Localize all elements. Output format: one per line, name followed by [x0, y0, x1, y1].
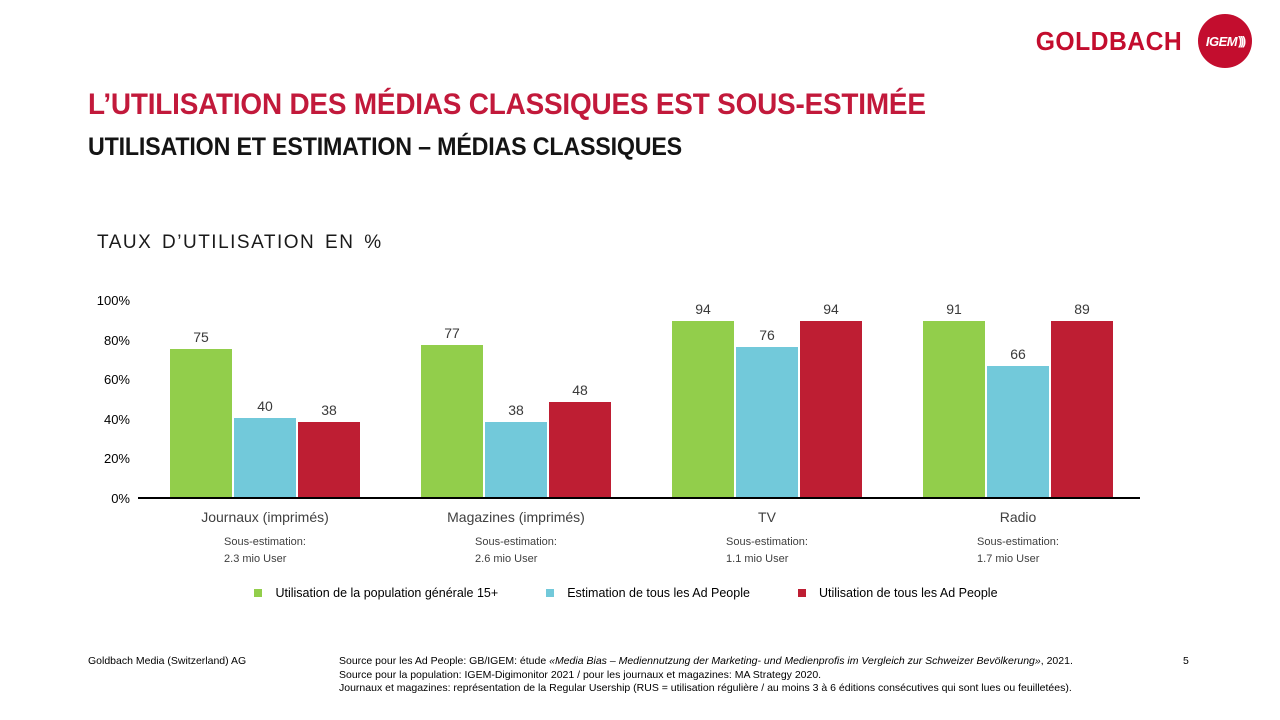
- bar-series-2-group-3: 76: [736, 301, 798, 497]
- bar-value-label: 48: [572, 381, 588, 398]
- bar: [170, 348, 232, 497]
- footer-company: Goldbach Media (Switzerland) AG: [88, 655, 247, 667]
- page-number: 5: [1183, 655, 1189, 667]
- bar-value-label: 40: [257, 397, 273, 414]
- legend-label: Utilisation de tous les Ad People: [818, 586, 998, 600]
- legend-label: Utilisation de la population générale 15…: [275, 586, 499, 600]
- signal-waves-icon: ))): [1238, 34, 1246, 48]
- bar-value-label: 38: [321, 401, 337, 418]
- bar-group-2: 77 38 48: [421, 301, 611, 497]
- bar-value-label: 89: [1074, 301, 1090, 317]
- category-label: Magazines (imprimés): [447, 509, 585, 525]
- y-axis-tick-80: 80%: [103, 332, 130, 348]
- goldbach-logo: GOLDBACH: [1035, 25, 1182, 56]
- bar-series-1-group-3: 94: [672, 301, 734, 497]
- bar-series-3-group-1: 38: [298, 301, 360, 497]
- y-axis-tick-20: 20%: [103, 451, 130, 467]
- x-axis-labels: Journaux (imprimés) Sous-estimation: 2.3 m…: [170, 509, 1113, 567]
- bar-series-2-group-2: 38: [485, 301, 547, 497]
- sous-estimation-label: Sous-estimation:: [475, 536, 557, 548]
- legend-item-2: Estimation de tous les Ad People: [546, 586, 750, 600]
- legend-item-1: Utilisation de la population générale 15…: [254, 586, 498, 600]
- bar-value-label: 94: [823, 301, 839, 317]
- legend-marker-icon: [797, 589, 806, 597]
- bar: [1051, 321, 1113, 497]
- page-subtitle: UTILISATION ET ESTIMATION – MÉDIAS CLASS…: [88, 133, 683, 161]
- bar-series-3-group-3: 94: [800, 301, 862, 497]
- legend-marker-icon: [546, 589, 555, 597]
- source-line-2: Source pour la population: IGEM-Digimoni…: [339, 668, 822, 681]
- bar-value-label: 75: [193, 328, 209, 345]
- bar: [234, 417, 296, 497]
- bar-series-2-group-1: 40: [234, 301, 296, 497]
- sous-estimation-label: Sous-estimation:: [726, 536, 808, 548]
- chart-legend: Utilisation de la population générale 15…: [96, 586, 1156, 600]
- bar-series-1-group-2: 77: [421, 301, 483, 497]
- footer-source: Source pour les Ad People: GB/IGEM: étud…: [339, 655, 1099, 696]
- source-line-3: Journaux et magazines: représentation de…: [339, 682, 1072, 694]
- legend-item-3: Utilisation de tous les Ad People: [797, 586, 998, 600]
- source-line-1: Source pour les Ad People: GB/IGEM: étud…: [339, 655, 1099, 669]
- x-label-group-3: TV Sous-estimation: 1.1 mio User: [672, 509, 862, 567]
- category-label: Radio: [999, 509, 1037, 525]
- bar-value-label: 38: [508, 401, 524, 418]
- bar: [421, 344, 483, 497]
- bar: [298, 421, 360, 497]
- bar: [987, 366, 1049, 497]
- source-line-1-prefix: Source pour les Ad People: GB/IGEM: étud…: [339, 655, 550, 667]
- bar-series-3-group-4: 89: [1051, 301, 1113, 497]
- sous-estimation-value: 2.6 mio User: [475, 552, 538, 565]
- bar: [485, 421, 547, 497]
- bar-series-1-group-1: 75: [170, 301, 232, 497]
- bar-value-label: 94: [695, 301, 711, 317]
- bar-value-label: 91: [946, 301, 962, 317]
- source-line-1-suffix: , 2021.: [1040, 655, 1073, 667]
- bar-value-label: 77: [444, 324, 460, 341]
- bar-group-4: 91 66 89: [923, 301, 1113, 497]
- bar-group-1: 75 40 38: [170, 301, 360, 497]
- sous-estimation-note: Sous-estimation: 2.3 mio User: [224, 534, 306, 567]
- bar: [923, 321, 985, 497]
- sous-estimation-label: Sous-estimation:: [977, 536, 1059, 548]
- y-axis-tick-0: 0%: [111, 491, 130, 506]
- sous-estimation-note: Sous-estimation: 1.7 mio User: [977, 534, 1059, 567]
- bar-series-1-group-4: 91: [923, 301, 985, 497]
- x-label-group-1: Journaux (imprimés) Sous-estimation: 2.3 m…: [170, 509, 360, 567]
- bar-series-2-group-4: 66: [987, 301, 1049, 497]
- x-label-group-2: Magazines (imprimés) Sous-estimation: 2.6 …: [421, 509, 611, 567]
- sous-estimation-value: 1.1 mio User: [726, 552, 789, 565]
- x-label-group-4: Radio Sous-estimation: 1.7 mio User: [923, 509, 1113, 567]
- y-axis: 100% 80% 60% 40% 20% 0%: [96, 293, 138, 506]
- sous-estimation-note: Sous-estimation: 1.1 mio User: [726, 534, 808, 567]
- bar: [800, 321, 862, 497]
- page-title: L’UTILISATION DES MÉDIAS CLASSIQUES EST …: [88, 88, 926, 121]
- y-axis-tick-40: 40%: [103, 411, 130, 427]
- source-line-1-study-title: «Media Bias – Mediennutzung der Marketin…: [549, 655, 1041, 667]
- bar-value-label: 76: [759, 326, 775, 343]
- bar-chart: 100% 80% 60% 40% 20% 0% 75 40 38 77 38 48 94 76 94 91 6…: [96, 293, 1140, 506]
- y-axis-tick-100: 100%: [96, 293, 130, 308]
- legend-label: Estimation de tous les Ad People: [567, 586, 750, 600]
- logo-area: GOLDBACH IGEM ))): [1028, 14, 1252, 68]
- sous-estimation-label: Sous-estimation:: [224, 536, 306, 548]
- category-label: Journaux (imprimés): [201, 509, 329, 525]
- bar: [736, 346, 798, 497]
- sous-estimation-note: Sous-estimation: 2.6 mio User: [475, 534, 557, 567]
- bar: [672, 321, 734, 497]
- sous-estimation-value: 1.7 mio User: [977, 552, 1040, 565]
- bar-series-3-group-2: 48: [549, 301, 611, 497]
- legend-marker-icon: [254, 589, 263, 597]
- igem-logo: IGEM ))): [1198, 14, 1252, 68]
- bar-group-3: 94 76 94: [672, 301, 862, 497]
- y-axis-tick-60: 60%: [103, 372, 130, 388]
- bar: [549, 401, 611, 497]
- chart-title: TAUX D’UTILISATION EN %: [97, 232, 383, 253]
- plot-area: 75 40 38 77 38 48 94 76 94 91 66 89: [138, 301, 1140, 499]
- category-label: TV: [758, 509, 776, 525]
- bar-value-label: 66: [1010, 346, 1026, 363]
- sous-estimation-value: 2.3 mio User: [224, 552, 287, 565]
- igem-logo-text: IGEM: [1205, 33, 1238, 49]
